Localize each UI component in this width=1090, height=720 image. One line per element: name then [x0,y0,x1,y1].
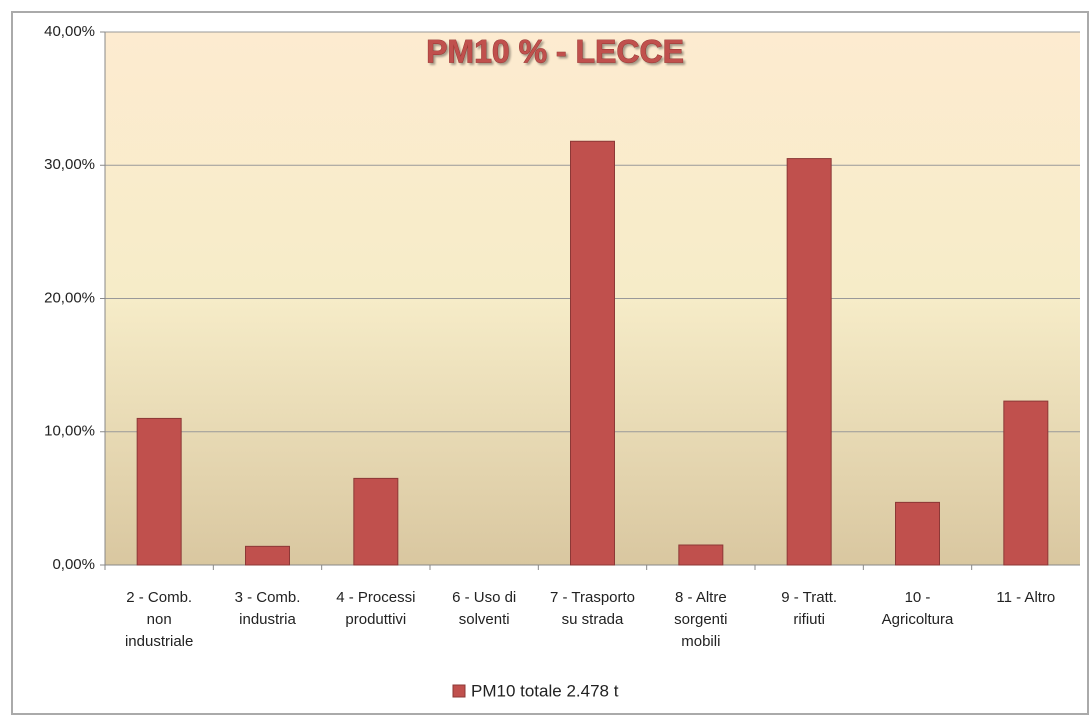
x-tick-label: 7 - Trasporto su strada [550,589,635,628]
x-tick-label: 8 - Altre sorgenti mobili [674,589,727,650]
y-tick-label: 30,00% [44,156,95,173]
bar [245,545,290,566]
bar [678,544,724,566]
legend-label: PM10 totale 2.478 t [471,681,619,700]
bar [353,477,399,566]
x-tick-label: 10 -Agricoltura [882,589,954,628]
bar [1003,400,1049,566]
y-tick-label: 20,00% [44,289,95,306]
chart-title: PM10 % - LECCE [426,33,684,69]
x-tick-label: 11 - Altro [996,589,1055,606]
x-tick-label: 9 - Tratt. rifiuti [781,589,837,628]
y-tick-label: 40,00% [44,23,95,40]
bar [136,417,182,566]
bar [570,140,615,566]
x-tick-label: 3 - Comb. industria [235,589,301,628]
legend-swatch [452,684,466,698]
x-tick-label: 2 - Comb. non industriale [125,589,193,650]
x-tick-label: 4 - Processi produttivi [336,589,415,628]
y-tick-label: 0,00% [52,556,95,573]
x-tick-label: 6 - Uso di solventi [452,589,516,628]
bar [786,158,832,566]
bar [895,501,940,566]
y-tick-label: 10,00% [44,423,95,440]
